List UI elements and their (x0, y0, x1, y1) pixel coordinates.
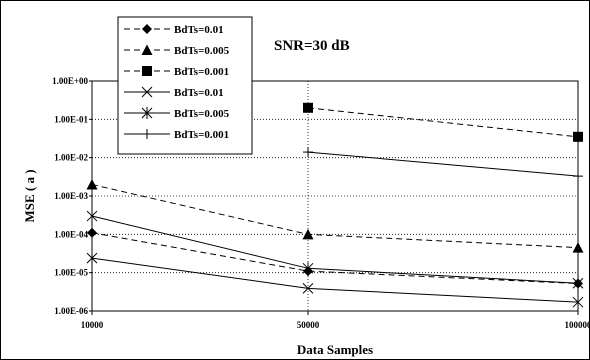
triangle-marker (86, 178, 98, 190)
legend-entry-6: BdTs=0.001 (124, 129, 229, 141)
x-tick-label: 100000 (565, 320, 590, 330)
x-tick-label: 50000 (297, 320, 320, 330)
legend-label: BdTs=0.001 (174, 129, 229, 141)
series-3 (303, 102, 583, 142)
data-point (86, 210, 98, 223)
legend-entry-1: BdTs=0.01 (124, 24, 224, 36)
y-tick-label: 1.00E-01 (54, 114, 88, 124)
legend-entry-2: BdTs=0.005 (124, 44, 230, 57)
legend-label: BdTs=0.01 (174, 24, 224, 36)
y-tick-label: 1.00E-03 (54, 191, 88, 201)
y-tick-label: 1.00E+00 (52, 76, 88, 86)
legend-box (117, 16, 253, 155)
data-point (573, 131, 583, 142)
x-marker-stroke (572, 296, 584, 308)
series-layer (86, 102, 584, 308)
legend-entry-3: BdTs=0.001 (124, 66, 229, 78)
diamond-marker (142, 24, 152, 34)
y-axis-title: MSE ( a ) (22, 169, 37, 222)
legend-marker (141, 44, 153, 55)
diamond-marker (87, 227, 97, 238)
data-point (572, 242, 584, 253)
series-5 (86, 210, 584, 290)
series-line (307, 151, 579, 177)
snr-annotation: SNR=30 dB (274, 38, 350, 54)
series-4 (86, 252, 584, 308)
data-point (86, 178, 98, 190)
square-marker (303, 102, 313, 113)
series-6 (303, 147, 583, 182)
triangle-marker (141, 44, 153, 55)
data-point (573, 171, 583, 182)
y-tick-label: 1.00E-02 (54, 153, 88, 163)
x-marker-stroke (141, 86, 153, 98)
x-axis-title: Data Samples (297, 342, 373, 357)
legend-label: BdTs=0.001 (174, 66, 229, 78)
legend-marker (142, 24, 152, 34)
data-point (572, 296, 584, 308)
legend-label: BdTs=0.005 (174, 108, 230, 120)
data-point (572, 277, 584, 290)
axis-layer: 1.00E+00 1.00E-01 1.00E-02 1.00E-03 1.00E-04… (52, 76, 590, 330)
data-point (303, 147, 313, 158)
data-point (303, 102, 313, 113)
x-marker-stroke (302, 282, 314, 294)
square-marker (573, 131, 583, 142)
series-line (307, 107, 579, 138)
data-point (87, 227, 97, 238)
legend-label: BdTs=0.01 (174, 87, 224, 99)
data-point (302, 282, 314, 294)
x-marker-stroke (86, 252, 98, 264)
legend-marker (142, 66, 152, 76)
square-marker (142, 66, 152, 76)
y-tick-label: 1.00E-04 (54, 229, 88, 239)
legend-entry-5: BdTs=0.005 (124, 107, 230, 120)
triangle-marker (302, 228, 314, 240)
legend-entry-4: BdTs=0.01 (124, 86, 224, 99)
legend-marker (141, 86, 153, 98)
legend-label: BdTs=0.005 (174, 45, 230, 57)
data-point (302, 262, 314, 275)
triangle-marker (572, 242, 584, 253)
data-point (302, 228, 314, 240)
legend-marker (141, 107, 153, 119)
series-2 (86, 178, 584, 253)
data-point (86, 252, 98, 264)
y-tick-label: 1.00E-05 (54, 268, 88, 278)
legend: BdTs=0.01 BdTs=0.005 BdTs=0.001 BdTs=0.01 Bd… (117, 16, 253, 155)
legend-marker (142, 129, 152, 139)
y-tick-label: 1.00E-06 (54, 306, 88, 316)
series-line (91, 232, 579, 285)
x-tick-label: 10000 (81, 320, 104, 330)
